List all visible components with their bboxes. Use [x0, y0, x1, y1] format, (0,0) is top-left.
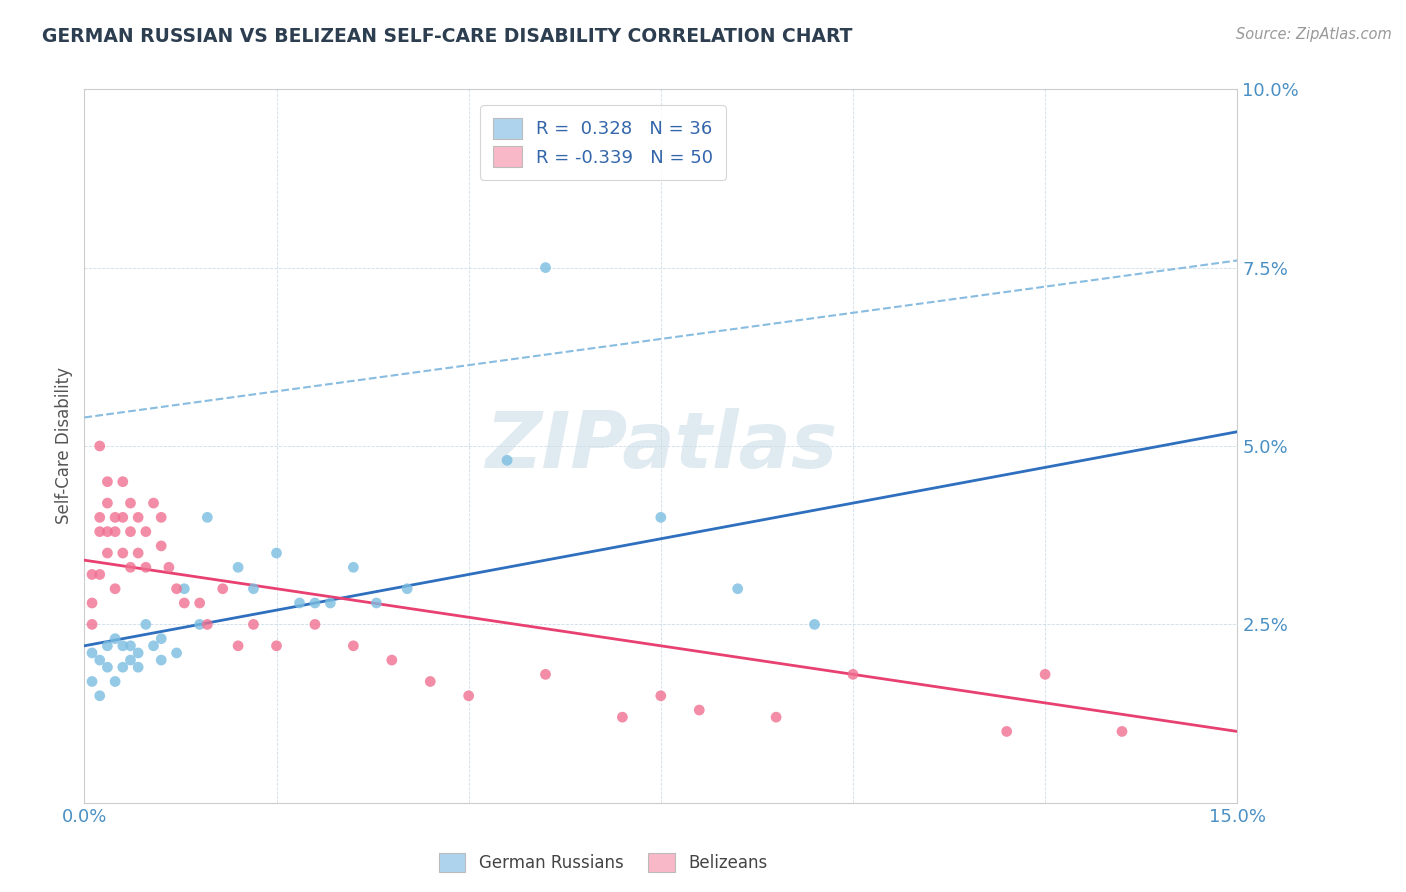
Point	[396, 582, 419, 596]
Point	[135, 560, 157, 574]
Point	[104, 582, 127, 596]
Point	[89, 689, 111, 703]
Point	[96, 524, 118, 539]
Point	[120, 639, 142, 653]
Point	[157, 560, 180, 574]
Point	[803, 617, 825, 632]
Point	[534, 667, 557, 681]
Point	[304, 617, 326, 632]
Point	[96, 546, 118, 560]
Point	[96, 639, 118, 653]
Point	[688, 703, 710, 717]
Point	[96, 475, 118, 489]
Point	[381, 653, 404, 667]
Point	[80, 567, 103, 582]
Point	[142, 496, 165, 510]
Point	[366, 596, 388, 610]
Point	[120, 560, 142, 574]
Point	[80, 646, 103, 660]
Point	[173, 582, 195, 596]
Point	[457, 689, 479, 703]
Point	[242, 617, 264, 632]
Point	[319, 596, 342, 610]
Point	[288, 596, 311, 610]
Point	[96, 496, 118, 510]
Text: ZIPatlas: ZIPatlas	[485, 408, 837, 484]
Point	[727, 582, 749, 596]
Point	[226, 639, 249, 653]
Point	[104, 632, 127, 646]
Point	[842, 667, 865, 681]
Point	[166, 646, 188, 660]
Legend: German Russians, Belizeans: German Russians, Belizeans	[430, 844, 776, 880]
Point	[765, 710, 787, 724]
Point	[135, 524, 157, 539]
Point	[96, 660, 118, 674]
Point	[127, 510, 149, 524]
Point	[650, 510, 672, 524]
Point	[135, 617, 157, 632]
Point	[120, 653, 142, 667]
Point	[127, 646, 149, 660]
Point	[188, 617, 211, 632]
Point	[80, 617, 103, 632]
Point	[150, 653, 173, 667]
Point	[166, 582, 188, 596]
Point	[89, 524, 111, 539]
Point	[419, 674, 441, 689]
Point	[89, 653, 111, 667]
Point	[104, 674, 127, 689]
Point	[1033, 667, 1056, 681]
Point	[104, 510, 127, 524]
Point	[80, 674, 103, 689]
Point	[211, 582, 233, 596]
Point	[242, 582, 264, 596]
Point	[195, 617, 218, 632]
Point	[304, 596, 326, 610]
Point	[111, 660, 134, 674]
Point	[150, 539, 173, 553]
Point	[650, 689, 672, 703]
Point	[89, 510, 111, 524]
Point	[120, 496, 142, 510]
Point	[150, 632, 173, 646]
Point	[104, 524, 127, 539]
Text: Source: ZipAtlas.com: Source: ZipAtlas.com	[1236, 27, 1392, 42]
Point	[89, 567, 111, 582]
Point	[120, 524, 142, 539]
Point	[496, 453, 519, 467]
Point	[111, 639, 134, 653]
Point	[127, 660, 149, 674]
Point	[127, 546, 149, 560]
Point	[80, 596, 103, 610]
Point	[195, 510, 218, 524]
Point	[342, 639, 364, 653]
Point	[534, 260, 557, 275]
Y-axis label: Self-Care Disability: Self-Care Disability	[55, 368, 73, 524]
Point	[612, 710, 634, 724]
Point	[342, 560, 364, 574]
Point	[266, 546, 288, 560]
Point	[995, 724, 1018, 739]
Point	[173, 596, 195, 610]
Point	[142, 639, 165, 653]
Point	[111, 546, 134, 560]
Point	[150, 510, 173, 524]
Point	[89, 439, 111, 453]
Point	[1111, 724, 1133, 739]
Point	[226, 560, 249, 574]
Text: GERMAN RUSSIAN VS BELIZEAN SELF-CARE DISABILITY CORRELATION CHART: GERMAN RUSSIAN VS BELIZEAN SELF-CARE DIS…	[42, 27, 852, 45]
Point	[111, 510, 134, 524]
Point	[111, 475, 134, 489]
Point	[266, 639, 288, 653]
Point	[188, 596, 211, 610]
